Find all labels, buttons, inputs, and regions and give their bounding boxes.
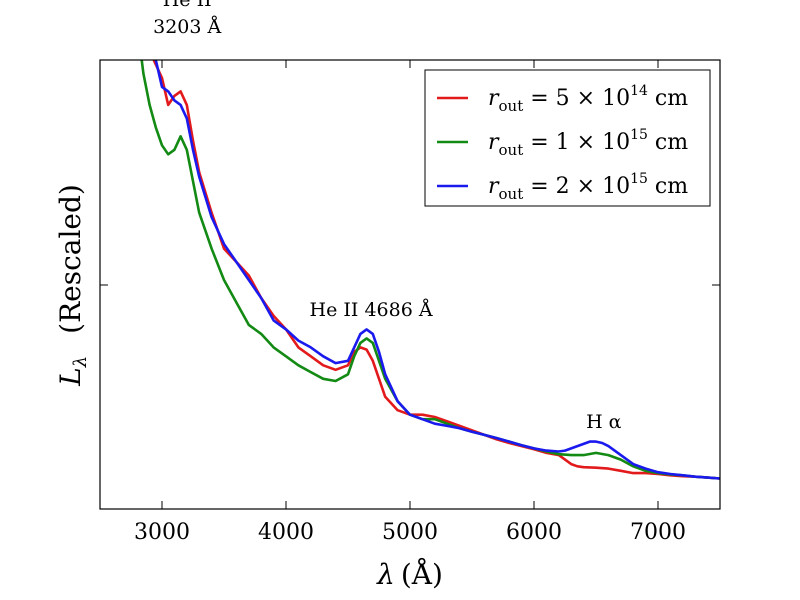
x-tick-label: 6000 [506,520,562,545]
legend-box [424,69,711,207]
x-tick-label: 4000 [258,520,314,545]
legend-label: rout = 5 × 1014 cm [488,83,688,115]
x-tick-label: 7000 [630,520,686,545]
series-layer [140,60,720,480]
series-line [140,60,720,480]
x-axis-ticks: 3000 4000 5000 6000 7000 [134,60,686,545]
annotation-label: H α [586,411,622,433]
x-tick-label: 3000 [134,520,190,545]
x-axis-title: λ (Å) [376,558,443,591]
annotation-label: He II 3203 Å [153,0,221,38]
series-line [154,60,720,480]
annotations: He II 3203 Å He II 4686 Å H α [153,0,622,433]
legend: rout = 5 × 1014 cm rout = 1 × 1015 cm rout… [424,69,711,207]
legend-label: rout = 1 × 1015 cm [488,127,688,159]
annotation-label: He II 4686 Å [310,299,433,321]
legend-entries: rout = 5 × 1014 cm rout = 1 × 1015 cm rout… [437,83,688,203]
x-tick-label: 5000 [382,520,438,545]
y-axis-title: Lλ(Rescaled) [54,184,91,387]
legend-label: rout = 2 × 1015 cm [488,171,688,203]
